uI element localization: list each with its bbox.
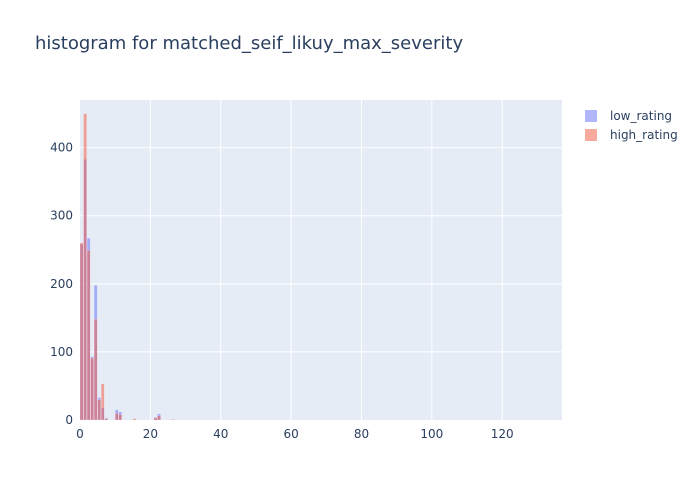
y-axis-ticks: 0 100 200 300 400 (50, 141, 73, 427)
bar-high-rating[interactable] (171, 419, 175, 421)
x-tick-label: 40 (213, 427, 228, 441)
bar-high-rating[interactable] (104, 418, 108, 421)
x-tick-label: 100 (420, 427, 443, 441)
x-tick-label: 0 (76, 427, 84, 441)
bar-high-rating[interactable] (86, 250, 91, 421)
y-tick-label: 300 (50, 209, 73, 223)
x-tick-label: 120 (491, 427, 514, 441)
bar-high-rating[interactable] (115, 413, 119, 421)
bar-high-rating[interactable] (157, 415, 161, 421)
bar-high-rating[interactable] (93, 319, 98, 421)
bar-high-rating[interactable] (79, 242, 84, 421)
bar-high-rating[interactable] (118, 414, 123, 421)
legend-item-low-rating[interactable]: low_rating (585, 106, 678, 125)
y-tick-label: 400 (50, 141, 73, 155)
x-axis-ticks: 0 20 40 60 80 100 120 (76, 427, 513, 441)
plot-background (80, 100, 562, 420)
bar-high-rating[interactable] (97, 399, 101, 421)
legend-label-low-rating: low_rating (610, 108, 673, 123)
legend-swatch-low-rating (585, 109, 597, 122)
y-tick-label: 100 (50, 345, 73, 359)
x-tick-label: 20 (143, 427, 158, 441)
y-tick-label: 0 (65, 413, 73, 427)
series-high-rating-bars (79, 113, 175, 421)
bar-high-rating[interactable] (132, 418, 137, 421)
bar-high-rating[interactable] (90, 357, 94, 421)
x-tick-label: 80 (354, 427, 369, 441)
bar-high-rating[interactable] (101, 383, 105, 421)
legend-label-high-rating: high_rating (610, 127, 678, 142)
bar-high-rating[interactable] (153, 417, 158, 421)
legend[interactable]: low_rating high_rating (585, 106, 678, 144)
y-tick-label: 200 (50, 277, 73, 291)
grid-lines (80, 100, 562, 420)
x-tick-label: 60 (283, 427, 298, 441)
legend-swatch-high-rating (585, 128, 597, 141)
bar-high-rating[interactable] (83, 113, 87, 421)
legend-item-high-rating[interactable]: high_rating (585, 125, 678, 144)
chart-title: histogram for matched_seif_likuy_max_sev… (35, 33, 464, 54)
